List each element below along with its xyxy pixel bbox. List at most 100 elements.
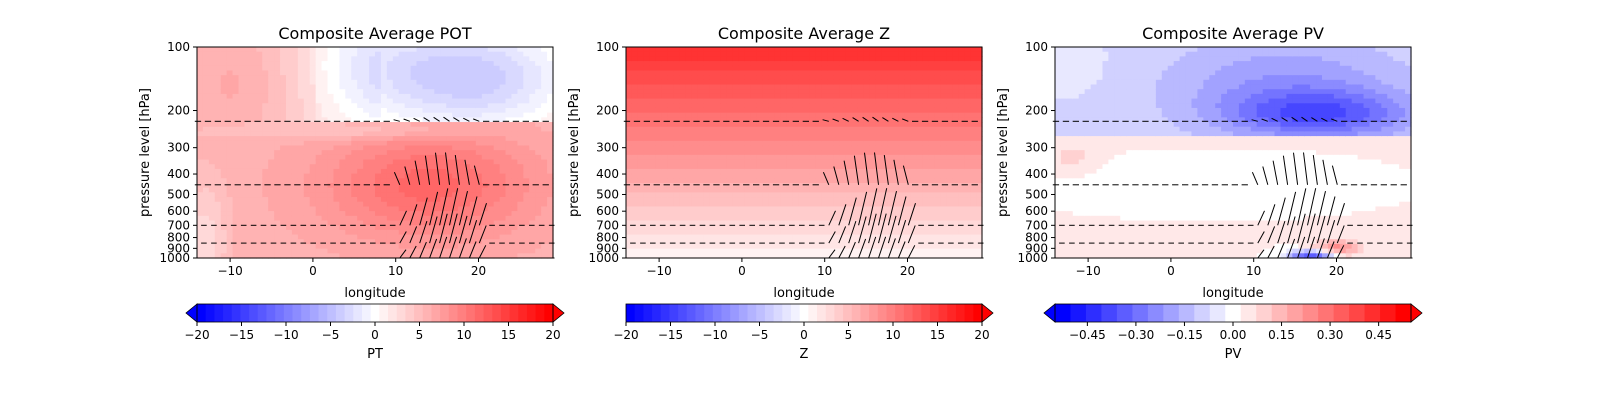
heatmap-cell: [511, 197, 518, 203]
heatmap-cell: [505, 103, 513, 109]
heatmap-cell: [655, 187, 663, 193]
heatmap-cell: [661, 93, 669, 100]
heatmap-cell: [250, 112, 257, 118]
heatmap-cell: [422, 103, 429, 109]
heatmap-cell: [262, 173, 269, 179]
heatmap-cell: [481, 89, 489, 95]
heatmap-cell: [386, 192, 394, 198]
heatmap-cell: [881, 89, 888, 95]
heatmap-cell: [250, 136, 257, 142]
heatmap-cell: [697, 140, 704, 147]
heatmap-cell: [452, 117, 459, 123]
heatmap-cell: [667, 70, 675, 76]
heatmap-cell: [535, 234, 542, 240]
heatmap-cell: [369, 173, 376, 179]
heatmap-cell: [303, 239, 311, 245]
heatmap-cell: [297, 79, 305, 86]
heatmap-cell: [268, 182, 275, 189]
heatmap-cell: [809, 140, 817, 147]
heatmap-cell: [703, 112, 710, 118]
heatmap-cell: [238, 51, 246, 57]
heatmap-cell: [339, 164, 346, 170]
heatmap-cell: [631, 243, 639, 250]
heatmap-cell: [685, 140, 692, 147]
heatmap-cell: [487, 51, 495, 57]
heatmap-cell: [732, 61, 740, 67]
heatmap-cell: [416, 122, 424, 128]
heatmap-cell: [333, 70, 340, 76]
heatmap-cell: [839, 112, 847, 118]
heatmap-cell: [715, 159, 722, 165]
heatmap-cell: [392, 131, 400, 137]
heatmap-cell: [309, 145, 317, 151]
heatmap-cell: [363, 206, 370, 212]
heatmap-cell: [202, 145, 210, 151]
heatmap-cell: [535, 187, 542, 193]
heatmap-cell: [744, 253, 752, 259]
heatmap-cell: [667, 182, 675, 189]
heatmap-cell: [398, 61, 406, 67]
heatmap-cell: [881, 122, 888, 128]
heatmap-cell: [667, 103, 675, 109]
heatmap-cell: [833, 65, 841, 72]
heatmap-cell: [369, 107, 376, 114]
heatmap-cell: [720, 164, 728, 170]
heatmap-cell: [458, 122, 465, 128]
heatmap-cell: [756, 117, 764, 123]
heatmap-cell: [661, 182, 669, 189]
heatmap-cell: [274, 89, 281, 95]
heatmap-cell: [226, 211, 234, 217]
heatmap-cell: [655, 211, 663, 217]
heatmap-cell: [410, 51, 418, 57]
heatmap-cell: [416, 164, 424, 170]
heatmap-cell: [649, 206, 657, 212]
heatmap-cell: [631, 211, 639, 217]
heatmap-cell: [428, 164, 435, 170]
heatmap-cell: [750, 164, 758, 170]
heatmap-cell: [827, 51, 835, 57]
heatmap-cell: [673, 243, 680, 250]
heatmap-cell: [792, 206, 799, 212]
heatmap-cell: [202, 225, 210, 231]
heatmap-cell: [375, 225, 382, 231]
heatmap-cell: [434, 107, 441, 114]
heatmap-cell: [827, 253, 835, 259]
heatmap-cell: [541, 201, 548, 208]
heatmap-cell: [256, 89, 263, 95]
heatmap-cell: [297, 253, 305, 259]
heatmap-cell: [392, 220, 400, 226]
heatmap-cell: [726, 98, 734, 104]
heatmap-cell: [857, 201, 864, 208]
heatmap-cell: [232, 89, 240, 95]
heatmap-cell: [833, 197, 841, 203]
heatmap-cell: [280, 168, 287, 175]
heatmap-cell: [333, 243, 340, 250]
heatmap-cell: [547, 51, 554, 57]
heatmap-cell: [738, 173, 746, 179]
heatmap-cell: [851, 51, 858, 57]
heatmap-cell: [709, 154, 716, 161]
heatmap-cell: [291, 51, 299, 57]
heatmap-cell: [863, 65, 870, 72]
heatmap-cell: [375, 201, 382, 208]
heatmap-cell: [768, 93, 775, 100]
heatmap-cell: [827, 225, 835, 231]
heatmap-cell: [386, 126, 394, 132]
heatmap-cell: [869, 79, 876, 86]
heatmap-cell: [369, 248, 376, 254]
heatmap-cell: [214, 211, 222, 217]
heatmap-cell: [440, 103, 447, 109]
heatmap-cell: [875, 215, 882, 222]
heatmap-cell: [732, 79, 740, 86]
heatmap-cell: [345, 234, 352, 240]
heatmap-cell: [720, 197, 728, 203]
heatmap-cell: [327, 93, 335, 100]
heatmap-cell: [833, 70, 841, 76]
heatmap-cell: [709, 107, 716, 114]
heatmap-cell: [703, 239, 710, 245]
heatmap-cell: [475, 122, 483, 128]
heatmap-cell: [750, 248, 758, 254]
heatmap-cell: [661, 122, 669, 128]
heatmap-cell: [738, 220, 746, 226]
